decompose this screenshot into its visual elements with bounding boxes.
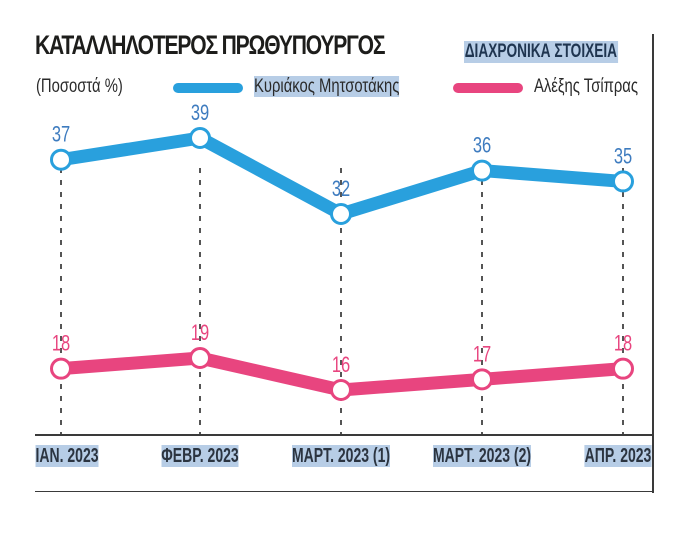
data-label: 16 [332, 353, 350, 378]
unit-label: (Ποσοστά %) [36, 76, 123, 97]
data-label: 32 [332, 177, 350, 202]
data-point-marker [189, 127, 211, 149]
x-tick-label: ΦΕΒΡ. 2023 [161, 445, 239, 467]
x-tick-label: ΜΑΡΤ. 2023 (1) [291, 445, 391, 467]
x-axis-line [35, 434, 653, 436]
data-label: 17 [473, 342, 491, 367]
x-tick-label: ΜΑΡΤ. 2023 (2) [432, 445, 532, 467]
data-point-marker [612, 170, 634, 193]
data-point-marker [471, 368, 493, 391]
legend-swatch-mitsotakis [173, 83, 243, 93]
data-label: 39 [191, 101, 209, 126]
data-point-marker [189, 347, 211, 369]
frame-right-border [652, 34, 654, 493]
x-tick-label: ΙΑΝ. 2023 [35, 445, 99, 467]
x-tick-label: ΑΠΡ. 2023 [584, 445, 652, 467]
legend-label-tsipras: Αλέξης Τσίπρας [534, 76, 639, 97]
data-label: 35 [614, 144, 632, 169]
data-label: 18 [614, 331, 632, 356]
data-label: 37 [52, 122, 70, 147]
legend-swatch-tsipras [453, 83, 523, 93]
chart-subtitle: ΔΙΑΧΡΟΝΙΚΑ ΣΤΟΙΧΕΙΑ [464, 41, 618, 63]
data-point-marker [471, 159, 493, 182]
data-point-marker [330, 203, 352, 225]
data-label: 19 [191, 321, 209, 346]
data-label: 36 [473, 133, 491, 158]
data-point-marker [50, 148, 72, 171]
chart-title: ΚΑΤΑΛΛΗΛΟΤΕΡΟΣ ΠΡΩΘΥΠΟΥΡΓΟΣ [35, 30, 386, 60]
bottom-border [35, 491, 653, 492]
legend-label-mitsotakis: Κυριάκος Μητσοτάκης [254, 76, 400, 97]
data-label: 18 [52, 331, 70, 356]
data-point-marker [330, 379, 352, 401]
data-point-marker [612, 357, 634, 380]
data-point-marker [50, 357, 72, 380]
